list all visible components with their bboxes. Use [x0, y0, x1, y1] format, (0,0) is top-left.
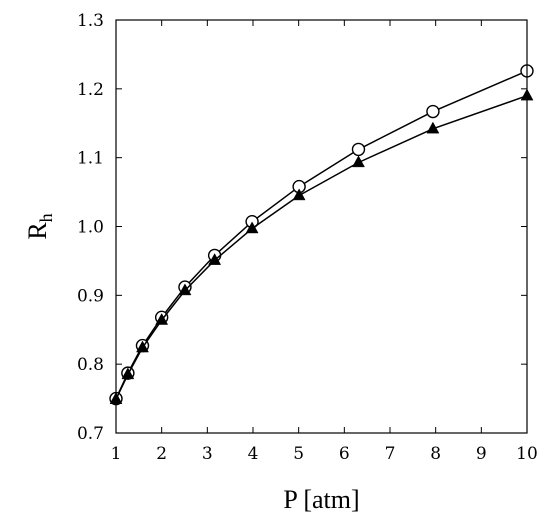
y-tick-label: 0.8 [77, 355, 104, 375]
y-axis-title: Rh [23, 213, 56, 239]
series-1-point [351, 142, 366, 157]
x-tick-label: 9 [476, 444, 487, 464]
series-2-point [178, 283, 192, 296]
ticks-layer: 1 2 3 4 5 6 7 8 9 10 0.7 0.8 0.9 1.0 1.1 1.2 1.3 [77, 11, 538, 464]
series-2-point [426, 121, 440, 134]
series-2-point [155, 312, 169, 325]
y-tick-label: 1.2 [77, 80, 104, 100]
y-tick-label: 1.0 [77, 218, 104, 238]
y-tick-label: 1.3 [77, 11, 104, 31]
x-tick-label: 10 [516, 444, 538, 464]
x-tick-label: 2 [156, 444, 167, 464]
y-tick-label: 1.1 [77, 149, 104, 169]
x-tick-label: 4 [248, 444, 259, 464]
y-axis-title-main: R [23, 222, 52, 240]
series-2-point [121, 367, 135, 380]
x-tick-label: 1 [111, 444, 122, 464]
series-layer [109, 64, 534, 406]
plot-frame [115, 19, 528, 434]
y-axis-title-sub: h [36, 213, 56, 222]
series-2-point [136, 340, 149, 353]
series-2-line [115, 95, 528, 400]
x-tick-label: 7 [385, 444, 396, 464]
y-tick-label: 0.7 [77, 424, 104, 444]
series-2-point [292, 188, 306, 201]
y-tick-label: 0.9 [77, 286, 104, 306]
series-2-point [352, 155, 365, 168]
series-2-point [208, 253, 222, 265]
series-2-point [245, 221, 259, 234]
x-tick-label: 3 [202, 444, 213, 464]
x-tick-label: 8 [430, 444, 441, 464]
series-1-line [115, 70, 528, 399]
x-tick-label: 6 [339, 444, 350, 464]
x-tick-label: 5 [293, 444, 304, 464]
series-1-point [426, 104, 440, 119]
x-axis-title: P [atm] [283, 485, 359, 514]
